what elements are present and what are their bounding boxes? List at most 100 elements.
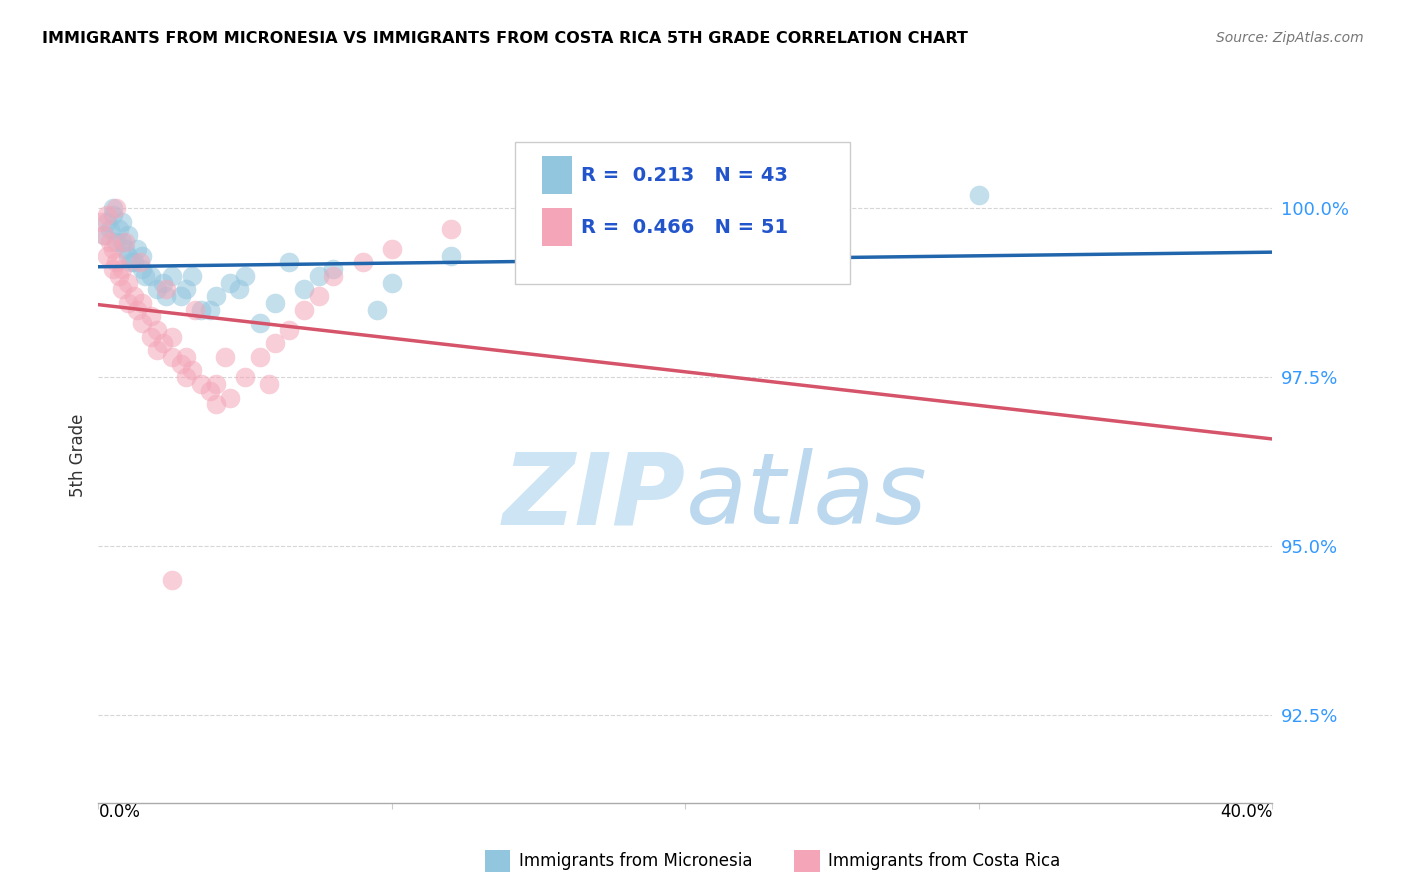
Point (176, 282, 198, 296)
Point (117, 296, 139, 310)
Point (160, 329, 183, 343)
Point (141, 268, 163, 283)
Point (98, 221, 121, 235)
Point (98, 235, 121, 249)
Point (233, 370, 256, 384)
Text: R =  0.466   N = 51: R = 0.466 N = 51 (581, 218, 789, 237)
Point (249, 350, 271, 364)
Point (263, 296, 285, 310)
Point (131, 262, 153, 277)
Point (105, 235, 128, 249)
Text: Immigrants from Costa Rica: Immigrants from Costa Rica (828, 852, 1060, 870)
Point (381, 276, 404, 290)
Point (181, 363, 204, 377)
Point (278, 255, 301, 269)
Point (160, 573, 183, 587)
Point (263, 336, 285, 351)
Text: Source: ZipAtlas.com: Source: ZipAtlas.com (1216, 31, 1364, 45)
Point (134, 268, 156, 283)
FancyBboxPatch shape (515, 142, 849, 285)
Point (967, 187, 990, 202)
Point (125, 302, 148, 317)
Point (111, 262, 134, 277)
Point (181, 268, 204, 283)
Point (117, 228, 139, 243)
Point (120, 255, 142, 269)
FancyBboxPatch shape (543, 156, 572, 194)
Point (198, 384, 221, 398)
Point (190, 302, 212, 317)
Text: 40.0%: 40.0% (1220, 803, 1272, 821)
Text: atlas: atlas (686, 448, 927, 545)
Point (228, 282, 250, 296)
Point (93, 228, 115, 243)
Point (111, 215, 134, 229)
Point (257, 376, 280, 391)
Point (128, 255, 150, 269)
Point (131, 316, 153, 330)
Text: R =  0.213   N = 43: R = 0.213 N = 43 (581, 166, 787, 185)
Point (184, 302, 207, 317)
Point (527, 228, 550, 243)
Text: 0.0%: 0.0% (98, 803, 141, 821)
Point (169, 357, 191, 371)
Point (96, 208, 118, 222)
Point (117, 249, 139, 263)
FancyBboxPatch shape (543, 208, 572, 246)
Point (190, 376, 212, 391)
Point (125, 242, 148, 256)
Point (160, 350, 183, 364)
Point (131, 249, 153, 263)
Text: ZIP: ZIP (502, 448, 686, 545)
Point (322, 262, 344, 277)
Point (352, 255, 374, 269)
Point (141, 310, 163, 324)
Point (111, 235, 134, 249)
Point (141, 329, 163, 343)
Point (122, 255, 145, 269)
Point (90, 215, 112, 229)
Point (131, 296, 153, 310)
Y-axis label: 5th Grade: 5th Grade (69, 413, 87, 497)
Point (114, 242, 136, 256)
Point (381, 242, 404, 256)
Point (205, 289, 228, 303)
Point (101, 202, 124, 216)
Point (308, 289, 330, 303)
Point (101, 208, 124, 222)
Point (198, 302, 221, 317)
Point (146, 323, 169, 337)
Point (146, 343, 169, 358)
Point (219, 276, 242, 290)
Point (292, 302, 315, 317)
Point (219, 391, 242, 405)
Point (249, 316, 271, 330)
Point (152, 276, 174, 290)
Point (176, 370, 198, 384)
Point (146, 282, 169, 296)
Point (214, 350, 236, 364)
Point (205, 376, 228, 391)
Point (108, 268, 131, 283)
Point (278, 323, 301, 337)
Point (117, 276, 139, 290)
Point (122, 289, 145, 303)
Point (101, 242, 124, 256)
Point (155, 282, 177, 296)
Point (366, 302, 388, 317)
Point (152, 336, 174, 351)
Point (205, 397, 228, 411)
Point (105, 255, 128, 269)
Point (108, 221, 131, 235)
Point (322, 268, 344, 283)
Point (155, 289, 177, 303)
Point (233, 268, 256, 283)
Point (111, 282, 134, 296)
Point (169, 289, 191, 303)
Point (96, 249, 118, 263)
Point (160, 268, 183, 283)
Point (308, 268, 330, 283)
Text: Immigrants from Micronesia: Immigrants from Micronesia (519, 852, 752, 870)
Text: IMMIGRANTS FROM MICRONESIA VS IMMIGRANTS FROM COSTA RICA 5TH GRADE CORRELATION C: IMMIGRANTS FROM MICRONESIA VS IMMIGRANTS… (42, 31, 969, 46)
Point (114, 235, 136, 249)
